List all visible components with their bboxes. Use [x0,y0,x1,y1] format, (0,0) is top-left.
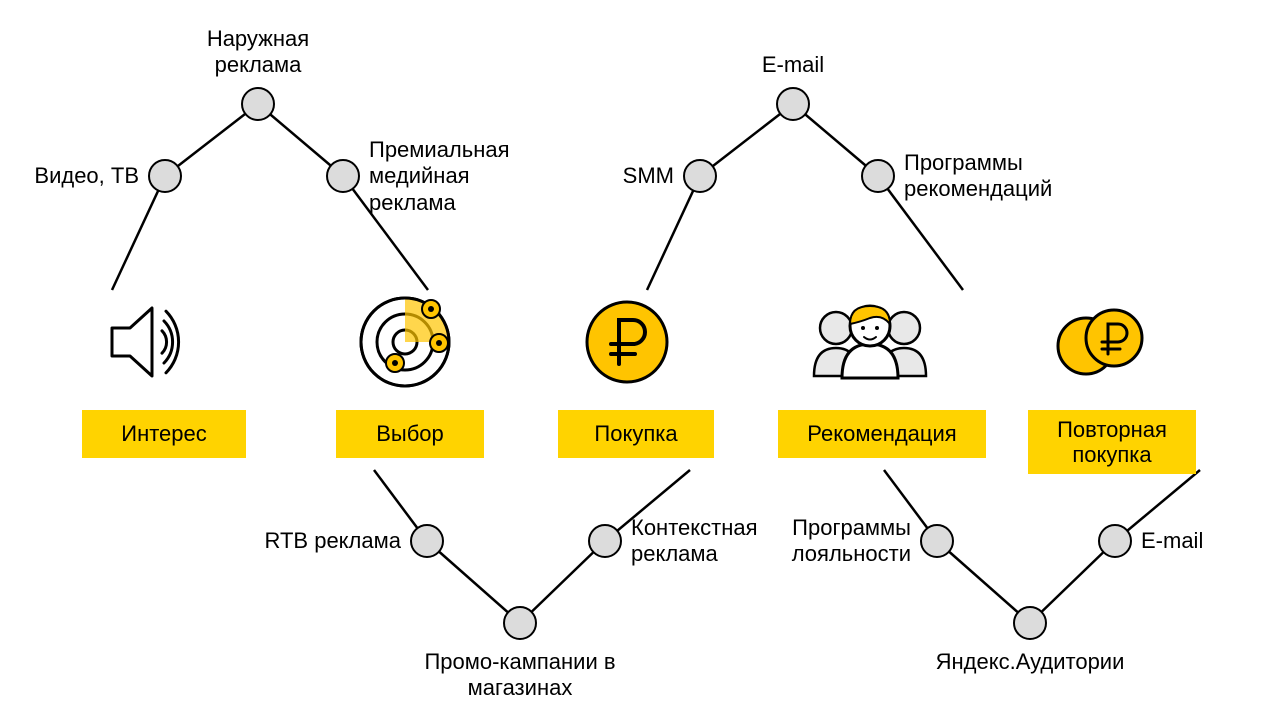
node-label-top_right-top: E-mail [663,52,923,78]
stage-box-interest: Интерес [82,410,246,458]
ruble-icon [587,302,667,382]
node-label-bottom_right-right: E-mail [1141,528,1203,554]
people-icon [814,306,926,378]
stage-box-repeat: Повторная покупка [1028,410,1196,474]
stage-box-choice: Выбор [336,410,484,458]
node-label-bottom_left-left: RTB реклама [265,528,402,554]
node-label-top_left-top: Наружная реклама [128,26,388,79]
node-label-top_left-right: Премиальная медийная реклама [369,137,510,216]
coins-icon [1058,310,1142,374]
speaker-icon [112,308,179,376]
node-label-top_right-left: SMM [623,163,674,189]
node-label-bottom_left-right: Контекстная реклама [631,515,758,568]
stage-box-recommendation: Рекомендация [778,410,986,458]
node-label-bottom_left-bottom: Промо-кампании в магазинах [390,649,650,702]
node-label-top_left-left: Видео, ТВ [34,163,139,189]
node-label-bottom_right-left: Программы лояльности [792,515,911,568]
diagram-canvas: Наружная реклама Видео, ТВ Премиальная мед… [0,0,1271,717]
radar-icon [361,298,449,386]
node-label-bottom_right-bottom: Яндекс.Аудитории [900,649,1160,675]
diagram-svg [0,0,1271,717]
node-label-top_right-right: Программы рекомендаций [904,150,1052,203]
stage-box-purchase: Покупка [558,410,714,458]
